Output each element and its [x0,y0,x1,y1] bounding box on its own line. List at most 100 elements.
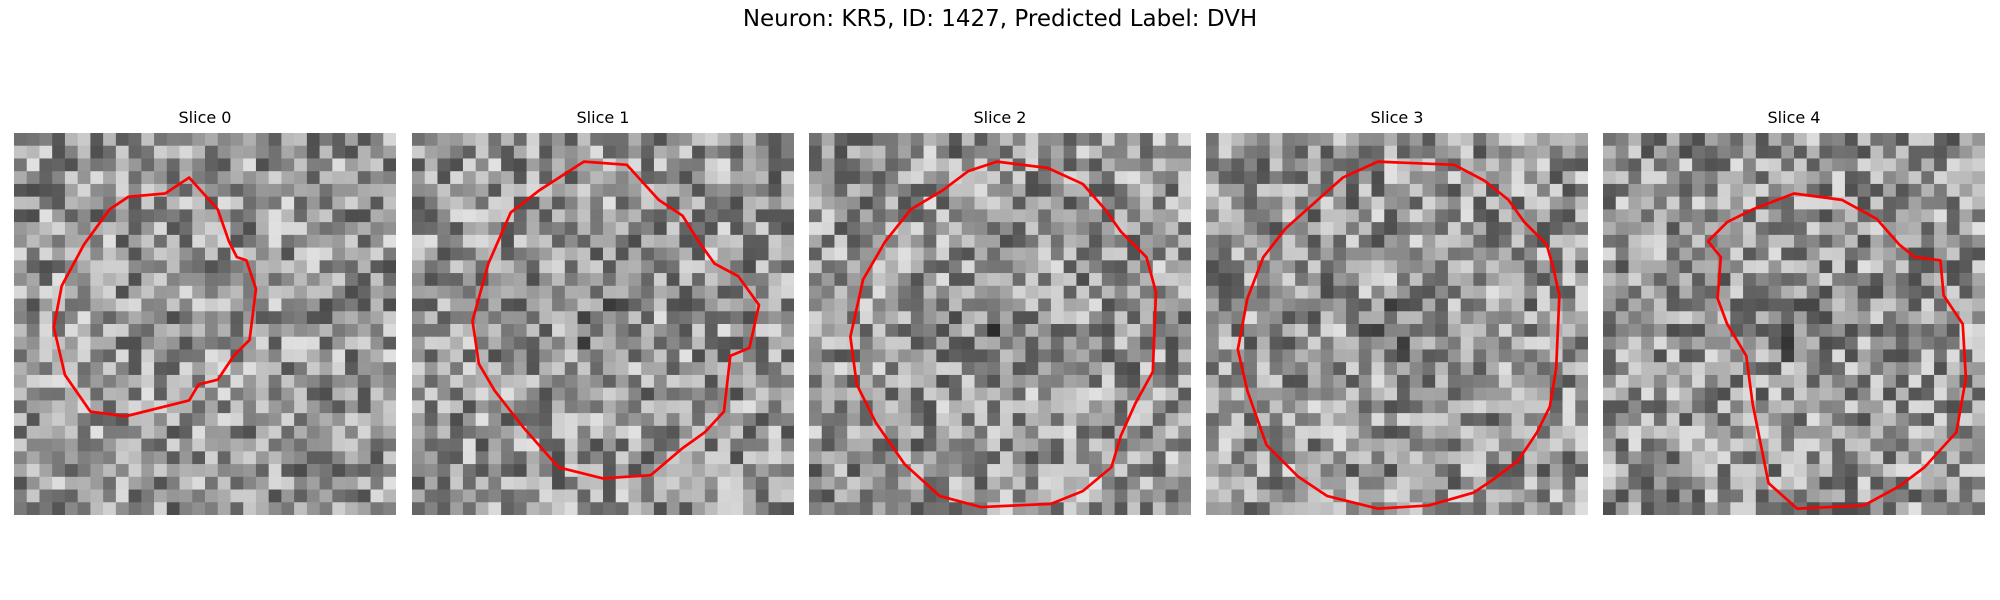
image-pixel [1755,285,1769,299]
image-pixel [1730,260,1744,274]
image-pixel [987,183,1001,197]
image-pixel [1422,234,1436,248]
image-pixel [1165,311,1179,325]
image-pixel [1295,196,1309,210]
image-pixel [255,400,269,414]
image-pixel [552,324,566,338]
image-pixel [26,209,40,223]
image-pixel [90,260,104,274]
image-pixel [859,324,873,338]
image-pixel [1870,425,1884,439]
image-pixel [90,285,104,299]
image-pixel [1140,171,1154,185]
image-pixel [1076,324,1090,338]
image-pixel [590,464,604,478]
image-pixel [564,502,578,515]
image-pixel [1397,273,1411,287]
image-pixel [679,489,693,503]
image-pixel [1549,464,1563,478]
image-pixel [1012,133,1026,147]
image-pixel [77,222,91,236]
image-pixel [77,476,91,490]
image-pixel [243,247,257,261]
image-pixel [743,158,757,172]
image-pixel [268,145,282,159]
image-pixel [590,158,604,172]
image-pixel [1921,464,1935,478]
image-pixel [1076,374,1090,388]
image-pixel [1972,171,1985,185]
image-pixel [590,260,604,274]
image-pixel [1883,183,1897,197]
image-pixel [115,171,129,185]
image-pixel [1959,311,1973,325]
image-pixel [704,133,718,147]
image-pixel [821,464,835,478]
image-pixel [1000,209,1014,223]
image-pixel [1397,158,1411,172]
image-pixel [1409,336,1423,350]
image-pixel [52,464,66,478]
image-pixel [603,196,617,210]
image-pixel [64,171,78,185]
image-pixel [475,374,489,388]
image-pixel [552,222,566,236]
image-pixel [1218,400,1232,414]
image-pixel [1883,438,1897,452]
image-pixel [154,413,168,427]
image-pixel [1256,362,1270,376]
image-pixel [1895,489,1909,503]
image-pixel [1282,387,1296,401]
image-pixel [859,413,873,427]
image-pixel [1307,260,1321,274]
image-pixel [1295,425,1309,439]
image-pixel [1320,171,1334,185]
image-pixel [1857,476,1871,490]
image-pixel [1063,374,1077,388]
image-pixel [1206,324,1220,338]
image-pixel [1883,209,1897,223]
image-pixel [1794,158,1808,172]
image-pixel [1384,196,1398,210]
image-pixel [319,145,333,159]
image-pixel [859,247,873,261]
image-pixel [923,133,937,147]
image-pixel [90,298,104,312]
image-pixel [450,502,464,515]
image-pixel [1768,145,1782,159]
image-pixel [1615,324,1629,338]
image-pixel [1435,476,1449,490]
image-pixel [923,260,937,274]
image-pixel [513,362,527,376]
image-pixel [52,438,66,452]
image-pixel [821,336,835,350]
image-pixel [755,374,769,388]
image-pixel [1422,209,1436,223]
image-pixel [1908,489,1922,503]
image-pixel [1178,145,1191,159]
image-pixel [1218,158,1232,172]
image-pixel [306,336,320,350]
image-pixel [1140,413,1154,427]
image-pixel [936,171,950,185]
image-pixel [809,451,823,465]
image-pixel [1025,349,1039,363]
image-pixel [615,247,629,261]
image-pixel [692,413,706,427]
image-pixel [14,349,28,363]
image-pixel [1038,209,1052,223]
image-pixel [26,222,40,236]
image-pixel [1717,489,1731,503]
image-pixel [1346,285,1360,299]
image-pixel [1717,362,1731,376]
image-pixel [1114,413,1128,427]
image-pixel [1666,222,1680,236]
image-pixel [1295,489,1309,503]
image-pixel [987,400,1001,414]
image-pixel [1704,336,1718,350]
image-pixel [412,158,426,172]
image-pixel [1295,451,1309,465]
image-pixel [1473,273,1487,287]
image-pixel [205,451,219,465]
image-pixel [1282,247,1296,261]
